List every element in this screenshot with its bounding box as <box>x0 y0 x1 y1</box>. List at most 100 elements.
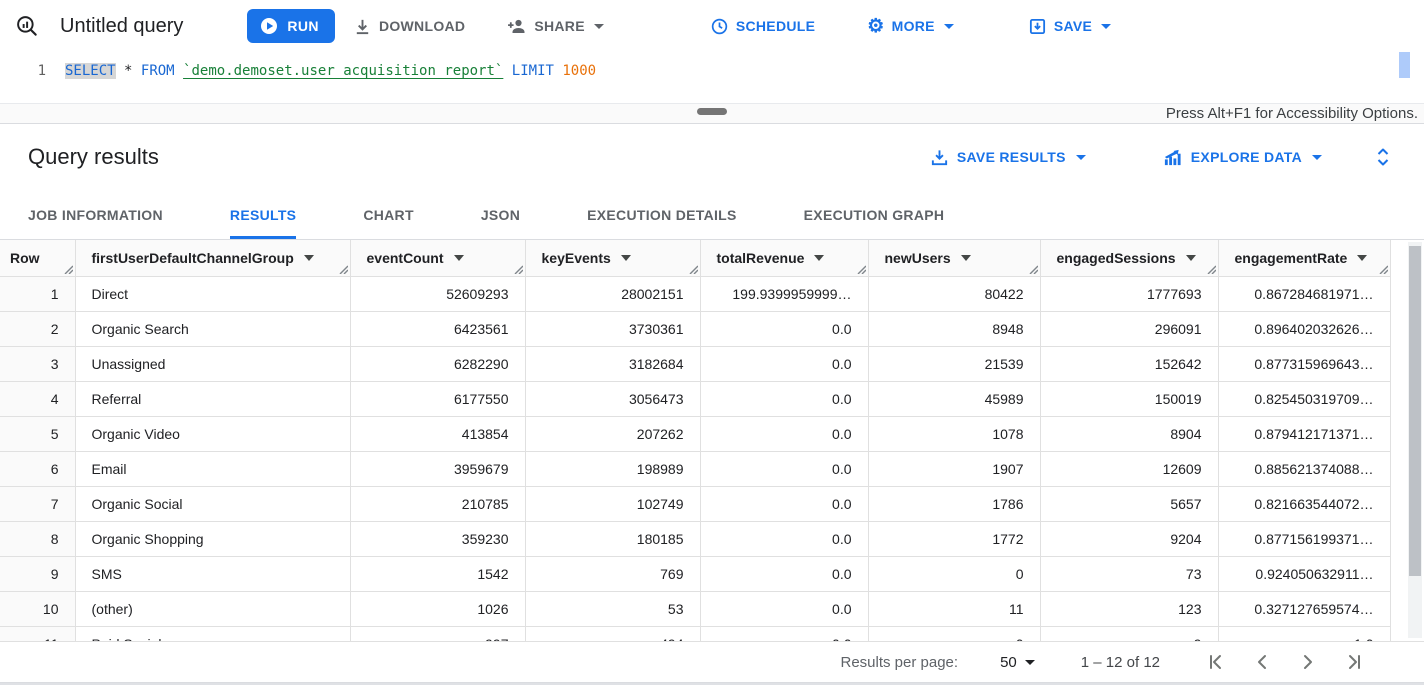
tab-results[interactable]: RESULTS <box>229 190 297 239</box>
column-header-keyEvents: keyEvents <box>525 240 701 277</box>
table-cell: 0.867284681971… <box>1218 276 1391 312</box>
chevron-down-icon <box>1101 23 1112 29</box>
more-button[interactable]: ⚙ MORE <box>859 11 962 42</box>
download-button[interactable]: DOWNLOAD <box>345 11 473 42</box>
next-page-button[interactable] <box>1294 648 1322 676</box>
column-menu-caret-icon[interactable] <box>303 254 314 261</box>
table-cell: 52609293 <box>350 276 526 312</box>
save-button[interactable]: SAVE <box>1020 11 1119 42</box>
column-resize-handle[interactable] <box>513 264 523 274</box>
column-resize-handle[interactable] <box>1028 264 1038 274</box>
table-cell: 21539 <box>868 346 1041 382</box>
table-cell: 494 <box>525 626 701 641</box>
table-cell: Direct <box>75 276 351 312</box>
share-button[interactable]: SHARE <box>499 10 612 42</box>
table-cell: 0.327127659574… <box>1218 591 1391 627</box>
page-range: 1 – 12 of 12 <box>1080 653 1160 671</box>
table-cell: Organic Shopping <box>75 521 351 557</box>
row-number-cell: 7 <box>0 486 76 522</box>
explore-data-button[interactable]: EXPLORE DATA <box>1154 142 1330 173</box>
table-cell: Paid Social <box>75 626 351 641</box>
table-cell: 1772 <box>868 521 1041 557</box>
play-circle-icon <box>259 16 279 36</box>
tab-chart[interactable]: CHART <box>363 206 414 223</box>
row-number-cell: 5 <box>0 416 76 452</box>
line-number: 1 <box>37 62 46 79</box>
prev-page-button[interactable] <box>1248 648 1276 676</box>
table-cell: Organic Video <box>75 416 351 452</box>
person-add-icon <box>507 16 527 36</box>
table-cell: 6177550 <box>350 381 526 417</box>
panel-drag-handle[interactable] <box>697 108 727 115</box>
column-menu-caret-icon[interactable] <box>620 254 631 261</box>
table-row: 4 Referral 6177550 3056473 0.0 45989 150019 0.8… <box>0 381 1391 417</box>
row-number-cell: 2 <box>0 311 76 347</box>
tab-execution-details[interactable]: EXECUTION DETAILS <box>587 206 737 223</box>
column-resize-handle[interactable] <box>688 264 698 274</box>
tab-json[interactable]: JSON <box>480 206 521 223</box>
table-cell: 413854 <box>350 416 526 452</box>
table-vertical-scrollbar[interactable] <box>1408 242 1422 638</box>
last-page-button[interactable] <box>1340 648 1368 676</box>
row-number-cell: 10 <box>0 591 76 627</box>
table-cell: 1.0 <box>1218 626 1391 641</box>
column-menu-caret-icon[interactable] <box>453 254 464 261</box>
table-cell: 296091 <box>1040 311 1219 347</box>
table-cell: 0.0 <box>700 626 869 641</box>
column-label: eventCount <box>366 249 444 266</box>
sql-code: SELECT * FROM `demo.demoset.user_acquisi… <box>65 62 596 79</box>
column-menu-caret-icon[interactable] <box>1185 254 1196 261</box>
pager-controls <box>1202 648 1368 676</box>
table-cell: 73 <box>1040 556 1219 592</box>
table-cell: Organic Search <box>75 311 351 347</box>
table-cell: 0.0 <box>700 311 869 347</box>
sql-table-ref-link[interactable]: `demo.demoset.user_acquisition_report` <box>183 62 504 79</box>
bar-chart-icon <box>1162 148 1183 167</box>
table-cell: 997 <box>350 626 526 641</box>
column-menu-caret-icon[interactable] <box>814 254 825 261</box>
table-cell: 180185 <box>525 521 701 557</box>
column-resize-handle[interactable] <box>63 264 73 274</box>
first-page-button[interactable] <box>1202 648 1230 676</box>
column-resize-handle[interactable] <box>338 264 348 274</box>
column-header-totalRevenue: totalRevenue <box>700 240 869 277</box>
table-cell: 0.821663544072… <box>1218 486 1391 522</box>
results-table-body: 1 Direct 52609293 28002151 199.9399959999… 80… <box>0 276 1391 641</box>
sql-code-line[interactable]: 1 SELECT * FROM `demo.demoset.user_acqui… <box>0 60 1424 81</box>
column-resize-handle[interactable] <box>1206 264 1216 274</box>
column-label: keyEvents <box>541 249 611 266</box>
save-results-button[interactable]: SAVE RESULTS <box>922 142 1094 173</box>
tab-execution-graph[interactable]: EXECUTION GRAPH <box>803 206 945 223</box>
run-button[interactable]: RUN <box>247 9 335 43</box>
table-cell: 150019 <box>1040 381 1219 417</box>
column-header-eventCount: eventCount <box>350 240 526 277</box>
table-row: 1 Direct 52609293 28002151 199.9399959999… 80… <box>0 276 1391 312</box>
table-cell: 5657 <box>1040 486 1219 522</box>
table-cell: 11 <box>868 591 1041 627</box>
schedule-button[interactable]: SCHEDULE <box>702 11 823 42</box>
results-table: Row firstUserDefaultChannelGroup eventCoun… <box>0 240 1391 641</box>
column-menu-caret-icon[interactable] <box>1357 254 1368 261</box>
tab-job-information[interactable]: JOB INFORMATION <box>28 206 163 223</box>
sql-keyword-select: SELECT <box>65 62 116 79</box>
table-cell: 12609 <box>1040 451 1219 487</box>
table-cell: 6282290 <box>350 346 526 382</box>
column-header-engagedSessions: engagedSessions <box>1040 240 1219 277</box>
table-row: 10 (other) 1026 53 0.0 11 123 0.327127659574… <box>0 591 1391 627</box>
table-cell: 0 <box>868 626 1041 641</box>
expand-collapse-button[interactable] <box>1370 142 1396 172</box>
results-actions: SAVE RESULTS EXPLORE DATA <box>922 142 1396 173</box>
table-cell: 0.877315969643… <box>1218 346 1391 382</box>
column-label: newUsers <box>884 249 951 266</box>
table-cell: 8904 <box>1040 416 1219 452</box>
editor-scrollbar-thumb[interactable] <box>1399 52 1410 78</box>
row-number-cell: 1 <box>0 276 76 312</box>
chevron-down-icon <box>943 23 954 29</box>
column-menu-caret-icon[interactable] <box>960 254 971 261</box>
table-scrollbar-thumb[interactable] <box>1409 246 1421 576</box>
table-cell: Organic Social <box>75 486 351 522</box>
column-resize-handle[interactable] <box>1378 264 1388 274</box>
sql-editor[interactable]: 1 SELECT * FROM `demo.demoset.user_acqui… <box>0 52 1424 103</box>
page-size-select[interactable]: 50 <box>1000 654 1035 671</box>
column-resize-handle[interactable] <box>856 264 866 274</box>
